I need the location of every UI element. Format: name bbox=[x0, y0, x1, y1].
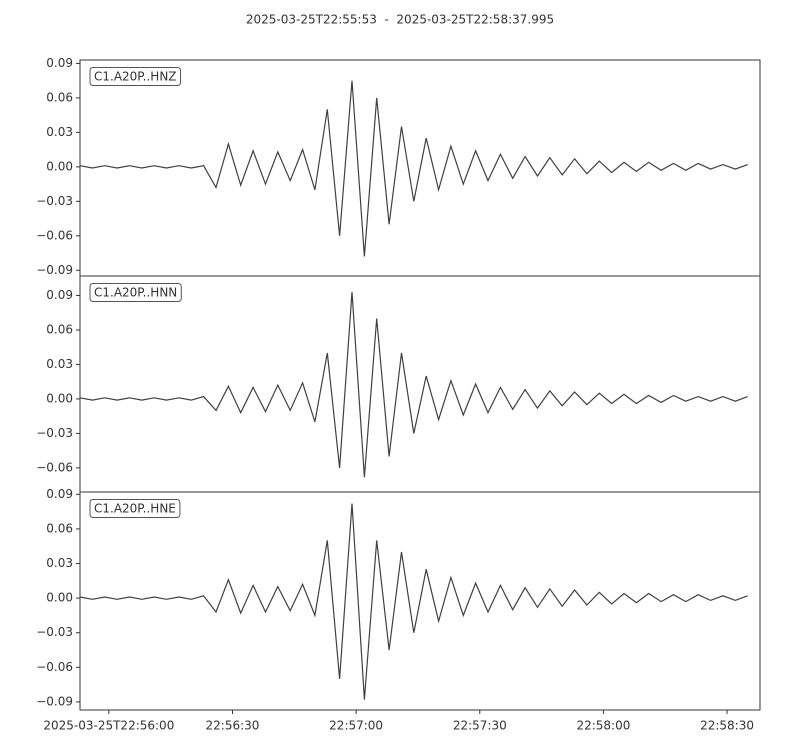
trace-label-box bbox=[89, 67, 182, 86]
y-tick-label: 0.03 bbox=[46, 556, 73, 570]
y-tick-label: 0.06 bbox=[46, 323, 73, 337]
y-tick-label: 0.03 bbox=[46, 125, 73, 139]
chart-title: 2025-03-25T22:55:53 - 2025-03-25T22:58:3… bbox=[246, 13, 554, 27]
trace-label-box bbox=[89, 283, 182, 302]
y-tick-label: 0.00 bbox=[46, 591, 73, 605]
trace-label-box bbox=[89, 499, 181, 518]
x-tick-label: 22:57:30 bbox=[453, 719, 507, 733]
y-tick-label: 0.09 bbox=[46, 487, 73, 501]
y-tick-label: 0.09 bbox=[46, 56, 73, 70]
waveform bbox=[79, 292, 748, 478]
trace-label: C1.A20P..HNZ bbox=[94, 70, 177, 84]
panel-frame bbox=[79, 275, 761, 493]
trace-label: C1.A20P..HNN bbox=[94, 286, 177, 300]
x-tick-label: 22:58:00 bbox=[576, 719, 630, 733]
y-tick-label: 0.00 bbox=[46, 159, 73, 173]
y-tick-label: 0.06 bbox=[46, 521, 73, 535]
x-tick-label: 22:58:30 bbox=[700, 719, 754, 733]
y-tick-label: −0.03 bbox=[36, 625, 73, 639]
panel-frame bbox=[79, 491, 761, 711]
x-tick-label: 22:56:30 bbox=[206, 719, 260, 733]
y-tick-label: −0.06 bbox=[36, 460, 73, 474]
x-tick-label: 2025-03-25T22:56:00 bbox=[43, 719, 174, 733]
y-tick-label: −0.03 bbox=[36, 426, 73, 440]
y-tick-label: 0.06 bbox=[46, 90, 73, 104]
x-tick-label: 22:57:00 bbox=[329, 719, 383, 733]
y-tick-label: 0.09 bbox=[46, 288, 73, 302]
y-tick-label: 0.00 bbox=[46, 391, 73, 405]
y-tick-label: −0.09 bbox=[36, 263, 73, 277]
y-tick-label: −0.06 bbox=[36, 660, 73, 674]
y-tick-label: 0.03 bbox=[46, 357, 73, 371]
y-tick-label: −0.06 bbox=[36, 228, 73, 242]
trace-label: C1.A20P..HNE bbox=[94, 502, 176, 516]
waveform bbox=[79, 503, 748, 700]
y-tick-label: −0.03 bbox=[36, 194, 73, 208]
y-tick-label: −0.09 bbox=[36, 694, 73, 708]
waveform bbox=[79, 80, 748, 257]
